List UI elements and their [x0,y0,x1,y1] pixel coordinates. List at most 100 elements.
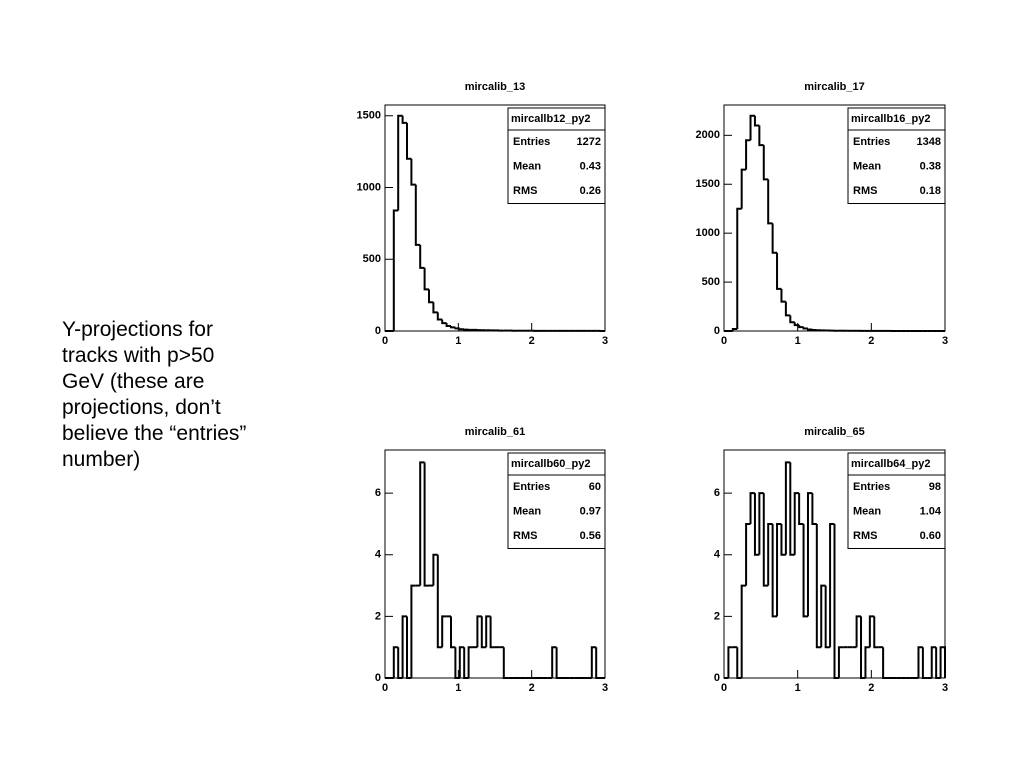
stats-title: mircallb64_py2 [851,458,931,470]
histogram-bin [476,615,482,648]
histogram-bin [917,646,923,678]
histogram-bin [432,553,438,586]
stats-value: 1348 [917,136,941,148]
x-tick-label: 3 [602,682,608,694]
histogram-bin [423,267,429,291]
chart-title: mircalib_17 [804,81,865,93]
histogram-bin [423,462,429,587]
stats-label: RMS [853,185,877,197]
histogram-bin [410,584,416,678]
histogram-bin [419,244,425,269]
caption-line: number) [62,448,140,471]
stats-value: 0.18 [920,185,941,197]
x-tick-label: 0 [382,682,388,694]
stats-label: Entries [853,481,890,493]
stats-value: 0.38 [920,161,941,173]
stats-label: Entries [853,136,890,148]
histogram-bin [802,523,808,618]
histogram-bin [824,585,831,649]
y-tick-label: 4 [714,549,721,561]
histogram-bin [414,184,421,246]
histogram-bin [864,646,870,678]
caption-line: Y-projections for [62,318,213,341]
histogram-bin [789,462,795,556]
histogram-bin [758,492,764,555]
histogram-bin [410,158,416,186]
histogram-bin [780,523,786,556]
histogram-bin [776,522,782,617]
histogram-bin [855,615,862,648]
histogram-bin [401,115,407,124]
histogram-bin [784,461,791,555]
histogram-bin [450,325,456,329]
y-tick-label: 0 [375,325,381,337]
histogram-bin [798,325,804,329]
histogram-bin [731,328,738,331]
histogram-bin [736,207,742,330]
stats-value: 0.43 [580,161,601,173]
histogram-bin [401,615,407,678]
histogram-bin [771,523,778,618]
histogram-bin [815,523,822,649]
histogram-bin [837,646,844,678]
y-tick-label: 0 [714,672,720,684]
histogram-bin [873,616,879,649]
stats-label: RMS [853,530,877,542]
stats-label: Entries [513,481,550,493]
histogram-bin [793,322,800,327]
x-tick-label: 3 [942,682,948,694]
caption-line: tracks with p>50 [62,344,214,367]
histogram-bin [441,319,447,325]
histogram-bin [939,646,946,678]
caption-line: GeV (these are [62,370,204,393]
histogram-bin [727,646,733,678]
stats-value: 60 [589,481,601,493]
chart-title: mircalib_65 [804,426,865,438]
histogram-bin [419,461,425,586]
stats-label: Mean [853,506,881,518]
histogram-bin [771,223,778,254]
x-tick-label: 3 [602,335,608,347]
histogram-bin [480,616,487,649]
histogram-bin [860,616,866,679]
y-tick-label: 0 [714,325,720,337]
y-tick-label: 2 [375,610,381,622]
stats-value: 0.56 [580,530,601,542]
histogram-bin [551,646,557,678]
histogram-bin [397,114,403,211]
histogram-bin [882,647,888,679]
plot-frame [384,449,606,679]
y-tick-label: 6 [375,487,381,499]
y-tick-label: 2 [714,610,720,622]
histogram-bin [745,139,751,170]
chart-title: mircalib_61 [465,426,526,438]
stats-box [847,452,946,549]
histogram-bin [789,315,795,324]
x-tick-label: 2 [868,682,874,694]
histogram-bin [595,647,601,679]
histogram-bin [450,616,456,649]
stats-value: 1.04 [920,506,942,518]
histogram-bin [930,646,937,678]
histogram-bin [762,493,769,587]
histogram-bin [454,647,460,679]
histogram-bin [485,615,491,648]
x-tick-label: 1 [795,682,801,694]
histogram-bin [397,647,403,679]
chart-title: mircalib_13 [465,81,526,93]
histogram-bin [736,647,742,679]
histogram-bin [392,209,399,331]
stats-label: Mean [853,161,881,173]
histogram-bin [762,145,769,181]
histogram-bin [555,647,561,679]
stats-value: 0.26 [580,185,601,197]
x-tick-label: 0 [721,335,727,347]
histogram-bin [467,646,473,678]
histogram-bin [767,522,773,586]
histogram-bin [432,302,438,314]
y-tick-label: 500 [363,253,381,265]
stats-title: mircallb16_py2 [851,113,931,125]
y-tick-label: 1500 [357,110,381,122]
y-tick-label: 500 [702,276,720,288]
histogram-bin [458,646,465,678]
